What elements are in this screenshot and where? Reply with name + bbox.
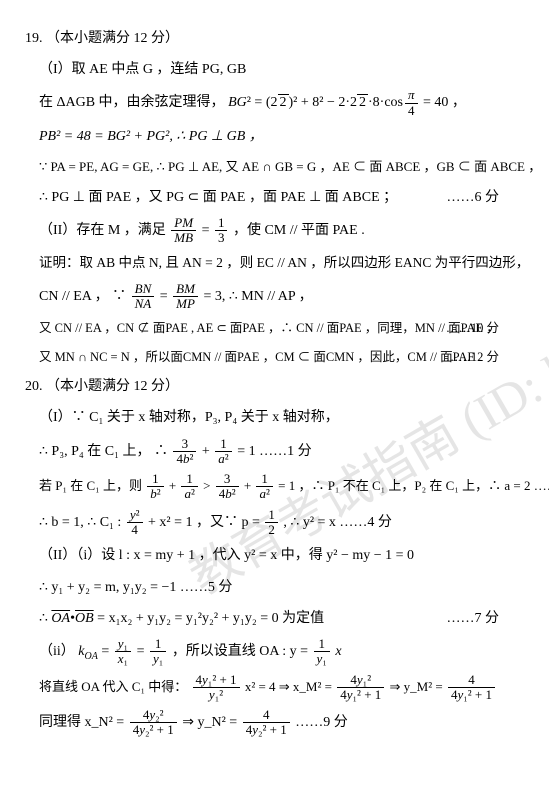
q19-p1-4: ∵ PA = PE, AG = GE, ∴ PG ⊥ AE, 又 AE ∩ GB… bbox=[25, 155, 524, 178]
q19-header: 19. （本小题满分 12 分） bbox=[25, 26, 524, 51]
q20-p2-1: （II）（i）设 l : x = my + 1 ，代入 y² = x 中，得 y… bbox=[25, 543, 524, 568]
q20-p1-3: 若 P₁ 在 C₁ 上，则 1b² + 1a² > 34b² + 1a² = 1… bbox=[25, 472, 524, 502]
q19-p2-4: 又 CN // EA ，CN ⊄ 面PAE , AE ⊂ 面PAE ，∴ CN … bbox=[25, 317, 524, 340]
q20-p1-4: ∴ b = 1, ∴ C₁ : y²4 + x² = 1 ，又∵ p = 12 … bbox=[25, 508, 524, 538]
q20-p1-2: ∴ P₃, P₄ 在 C₁ 上， ∴ 34b² + 1a² = 1 ……1 分 bbox=[25, 437, 524, 467]
q20-p2-4: （ii） kOA = y₁x₁ = 1y₁ ，所以设直线 OA : y = 1y… bbox=[25, 637, 524, 667]
score: ……12 分 bbox=[446, 346, 499, 369]
q20-header: 20. （本小题满分 12 分） bbox=[25, 374, 524, 399]
score: ……10 分 bbox=[446, 317, 499, 340]
q19-p2-2: 证明：取 AB 中点 N, 且 AN = 2 ，则 EC // AN ，所以四边… bbox=[25, 251, 524, 275]
q19-p2-5: 又 MN ∩ NC = N ，所以面CMN // 面PAE ，CM ⊂ 面CMN… bbox=[25, 346, 524, 369]
text: = 40 ， bbox=[423, 95, 466, 110]
q19-p2-3: CN // EA ， ∵ BNNA = BMMP = 3, ∴ MN // AP… bbox=[25, 282, 524, 312]
q20-p1-1: （I）∵ C₁ 关于 x 轴对称，P₃, P₄ 关于 x 轴对称， bbox=[25, 405, 524, 430]
q19-p1-5: ∴ PG ⊥ 面 PAE ，又 PG ⊂ 面 PAE ，面 PAE ⊥ 面 AB… bbox=[25, 185, 524, 210]
q19-p1-3: PB² = 48 = BG² + PG², ∴ PG ⊥ GB ， bbox=[25, 124, 524, 149]
q20-p2-2: ∴ y₁ + y₂ = m, y₁y₂ = −1 ……5 分 bbox=[25, 575, 524, 600]
q20-p2-5: 将直线 OA 代入 C₁ 中得： 4y₁² + 1y₁² x² = 4 ⇒ x_… bbox=[25, 673, 524, 703]
q20-p2-6: 同理得 x_N² = 4y₂²4y₂² + 1 ⇒ y_N² = 44y₂² +… bbox=[25, 708, 524, 738]
score: ……6 分 bbox=[447, 185, 500, 210]
score: ……7 分 bbox=[447, 606, 500, 631]
text: 在 ΔAGB 中，由余弦定理得， bbox=[39, 95, 225, 110]
q19-p1-2: 在 ΔAGB 中，由余弦定理得， BG² = (22)² + 8² − 2·22… bbox=[25, 88, 524, 118]
content-root: 19. （本小题满分 12 分） （I）取 AE 中点 G ，连结 PG, GB… bbox=[25, 26, 524, 738]
q19-p1-1: （I）取 AE 中点 G ，连结 PG, GB bbox=[25, 57, 524, 82]
q20-p2-3: ∴ OA•OB = x₁x₂ + y₁y₂ = y₁²y₂² + y₁y₂ = … bbox=[25, 606, 524, 631]
q19-p2-1: （II）存在 M ，满足 PMMB = 13 ，使 CM // 平面 PAE . bbox=[25, 216, 524, 246]
